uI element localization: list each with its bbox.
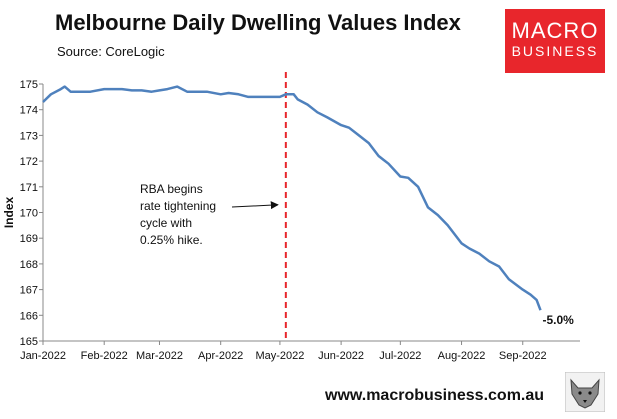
- y-tick-label: 172: [20, 156, 38, 168]
- y-tick-label: 165: [20, 336, 38, 348]
- x-tick-label: Aug-2022: [438, 350, 486, 362]
- x-tick-label: May-2022: [255, 350, 304, 362]
- macrobusiness-logo: MACRO BUSINESS: [505, 9, 605, 73]
- chart-axes: Index: [2, 84, 580, 342]
- logo-line-2: BUSINESS: [511, 43, 599, 59]
- annotation-line: 0.25% hike.: [140, 233, 203, 247]
- wolf-logo-icon: [565, 372, 605, 412]
- annotation-line: cycle with: [140, 216, 192, 230]
- end-change-label: -5.0%: [543, 313, 575, 327]
- x-tick-label: Feb-2022: [81, 350, 128, 362]
- y-tick-label: 171: [20, 182, 38, 194]
- annotation-line: rate tightening: [140, 199, 216, 213]
- y-axis-label: Index: [2, 197, 16, 229]
- annotation-arrow: [231, 201, 279, 210]
- y-tick-label: 169: [20, 233, 38, 245]
- x-tick-label: Jun-2022: [318, 350, 364, 362]
- logo-line-1: MACRO: [511, 18, 599, 43]
- chart-source: Source: CoreLogic: [57, 44, 165, 59]
- x-tick-label: Jul-2022: [379, 350, 421, 362]
- x-tick-label: Jan-2022: [20, 350, 66, 362]
- y-tick-label: 173: [20, 130, 38, 142]
- y-tick-label: 174: [20, 105, 38, 117]
- y-tick-label: 166: [20, 310, 38, 322]
- chart-annotations: RBA begins rate tightening cycle with 0.25%…: [140, 72, 287, 341]
- x-tick-label: Sep-2022: [499, 350, 547, 362]
- chart-ticks: 165 166 167 168 169 170 171 172 173 174 175 Jan-202…: [20, 79, 547, 362]
- y-tick-label: 170: [20, 208, 38, 220]
- y-tick-label: 167: [20, 285, 38, 297]
- x-tick-label: Mar-2022: [136, 350, 183, 362]
- footer-url: www.macrobusiness.com.au: [325, 387, 545, 404]
- chart-title: Melbourne Daily Dwelling Values Index: [55, 10, 461, 35]
- annotation-line: RBA begins: [140, 182, 203, 196]
- y-tick-label: 175: [20, 79, 38, 91]
- index-line: [42, 85, 542, 311]
- x-tick-label: Apr-2022: [198, 350, 243, 362]
- chart-series: -5.0%: [42, 85, 575, 327]
- y-tick-label: 168: [20, 259, 38, 271]
